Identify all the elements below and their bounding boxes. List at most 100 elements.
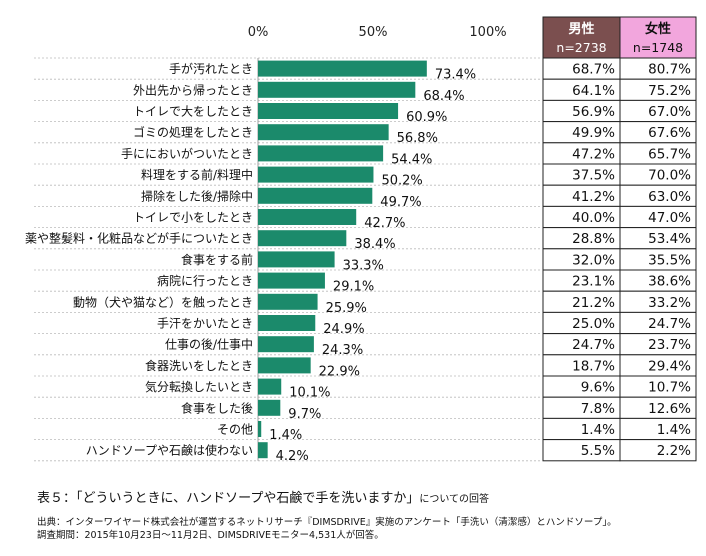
category-labels: 手が汚れたとき外出先から帰ったときトイレで大をしたときゴミの処理をしたとき手にに… bbox=[25, 61, 253, 458]
table-header-sample: n=2738 bbox=[556, 40, 606, 55]
table-cell-value: 2.2% bbox=[657, 443, 691, 459]
value-label: 68.4% bbox=[423, 89, 464, 104]
bar bbox=[258, 166, 374, 183]
table-cell-value: 67.0% bbox=[648, 104, 691, 120]
table-cell-value: 10.7% bbox=[648, 380, 691, 396]
table-cell-value: 63.0% bbox=[648, 189, 691, 205]
category-label: 手が汚れたとき bbox=[169, 61, 253, 76]
hand-washing-chart: 0% 50% 100% 手が汚れたとき外出先から帰ったときトイレで大をしたときゴミの… bbox=[25, 16, 697, 465]
bar bbox=[258, 399, 281, 416]
category-label: その他 bbox=[217, 423, 253, 437]
value-label: 22.9% bbox=[319, 364, 360, 379]
table-cell-value: 67.6% bbox=[648, 125, 691, 141]
figure-caption: 表５：「どういうときに、ハンドソープや石鹸で手を洗いますか」についての回答 bbox=[37, 487, 489, 506]
category-label: トイレで大をしたとき bbox=[133, 105, 253, 119]
table-cell-value: 41.2% bbox=[572, 189, 615, 205]
bar bbox=[258, 103, 399, 119]
category-label: 病院に行ったとき bbox=[157, 273, 253, 288]
value-label: 24.3% bbox=[322, 343, 363, 358]
table-cell-value: 64.1% bbox=[572, 83, 615, 99]
bar bbox=[258, 209, 357, 225]
table-cell bbox=[619, 439, 697, 462]
table-cell-value: 21.2% bbox=[572, 295, 615, 311]
bar bbox=[258, 293, 318, 310]
table-cell-value: 1.4% bbox=[657, 422, 691, 438]
source-line-2: 調査期間：2015年10月23日～11月2日、DIMSDRIVEモニター4,53… bbox=[37, 530, 384, 541]
gender-table: 男性 n=2738 68.7% 64.1% 56.9% 49.9% 47.2% 37.5% 41… bbox=[542, 16, 697, 462]
table-cell-value: 24.7% bbox=[572, 337, 615, 353]
bar bbox=[258, 124, 389, 141]
value-label: 54.4% bbox=[391, 152, 432, 167]
bar bbox=[258, 336, 314, 353]
table-cell-value: 23.7% bbox=[648, 337, 691, 353]
table-cell-value: 37.5% bbox=[572, 168, 615, 184]
source-line-1: 出典：インターワイヤード株式会社が運営するネットリサーチ『DIMSDRIVE』実… bbox=[37, 517, 617, 528]
table-cell-value: 75.2% bbox=[648, 83, 691, 99]
table-cell-value: 53.4% bbox=[648, 231, 691, 247]
table-cell-value: 80.7% bbox=[648, 62, 691, 78]
value-label: 24.9% bbox=[323, 322, 364, 337]
bar bbox=[258, 378, 282, 395]
value-label: 42.7% bbox=[364, 216, 405, 231]
value-label: 49.7% bbox=[380, 195, 421, 210]
category-label: ハンドソープや石鹸は使わない bbox=[86, 443, 253, 458]
table-cell-value: 23.1% bbox=[572, 274, 615, 290]
bar bbox=[258, 315, 316, 331]
table-header-sample: n=1748 bbox=[633, 40, 683, 55]
gridlines bbox=[34, 57, 540, 462]
value-label: 60.9% bbox=[406, 110, 447, 125]
category-label: 手ににおいがついたとき bbox=[121, 146, 253, 161]
table-cell-value: 70.0% bbox=[648, 168, 691, 184]
table-cell-value: 25.0% bbox=[572, 316, 615, 332]
value-label: 10.1% bbox=[289, 386, 330, 401]
x-tick-label: 100% bbox=[469, 25, 506, 40]
value-label: 33.3% bbox=[343, 258, 384, 273]
category-label: 外出先から帰ったとき bbox=[133, 83, 253, 97]
table-cell-value: 7.8% bbox=[581, 401, 615, 417]
bars bbox=[258, 60, 427, 459]
table-header-label: 女性 bbox=[645, 21, 671, 37]
value-label: 50.2% bbox=[381, 174, 422, 189]
source-note: 出典：インターワイヤード株式会社が運営するネットリサーチ『DIMSDRIVE』実… bbox=[37, 516, 617, 542]
x-axis-ticks: 0% 50% 100% bbox=[248, 25, 507, 40]
table-cell-value: 65.7% bbox=[648, 146, 691, 162]
category-label: 食器洗いをしたとき bbox=[145, 358, 253, 373]
table-cell-value: 49.9% bbox=[572, 125, 615, 141]
value-label: 25.9% bbox=[326, 301, 367, 316]
value-labels: 73.4% 68.4% 60.9% 56.8% 54.4% 50.2% 49.7% 42.7%… bbox=[269, 68, 476, 465]
table-cell-value: 33.2% bbox=[648, 295, 691, 311]
category-label: 仕事の後/仕事中 bbox=[165, 337, 253, 352]
caption-main: 表５：「どういうときに、ハンドソープや石鹸で手を洗いますか」 bbox=[37, 491, 420, 506]
bar bbox=[258, 251, 335, 268]
category-label: 動物（犬や猫など）を触ったとき bbox=[73, 295, 253, 309]
bar bbox=[258, 60, 427, 77]
category-label: 食事をする前 bbox=[181, 252, 253, 267]
category-label: 掃除をした後/掃除中 bbox=[141, 188, 253, 203]
value-label: 38.4% bbox=[354, 237, 395, 252]
category-label: ゴミの処理をしたとき bbox=[133, 125, 253, 140]
table-cell-value: 9.6% bbox=[581, 380, 615, 396]
value-label: 73.4% bbox=[435, 68, 476, 83]
bar bbox=[258, 442, 268, 459]
table-cell-value: 12.6% bbox=[648, 401, 691, 417]
table-cell-value: 40.0% bbox=[572, 210, 615, 226]
table-header-cell bbox=[542, 16, 621, 59]
table-cell-value: 24.7% bbox=[648, 316, 691, 332]
bar bbox=[258, 187, 373, 204]
category-label: トイレで小をしたとき bbox=[133, 211, 253, 225]
bar bbox=[258, 230, 347, 247]
value-label: 1.4% bbox=[269, 428, 302, 443]
caption-suffix: についての回答 bbox=[419, 494, 490, 505]
bar bbox=[258, 145, 384, 162]
bar bbox=[258, 81, 416, 98]
table-cell-value: 35.5% bbox=[648, 252, 691, 268]
category-label: 食事をした後 bbox=[181, 400, 253, 415]
x-tick-label: 0% bbox=[248, 25, 269, 40]
value-label: 9.7% bbox=[288, 407, 321, 422]
value-label: 29.1% bbox=[333, 280, 374, 295]
table-cell-value: 38.6% bbox=[648, 274, 691, 290]
category-label: 薬や整髪料・化粧品などが手についたとき bbox=[25, 231, 253, 246]
category-label: 料理をする前/料理中 bbox=[141, 167, 253, 182]
bar bbox=[258, 272, 325, 289]
value-label: 4.2% bbox=[276, 449, 309, 464]
